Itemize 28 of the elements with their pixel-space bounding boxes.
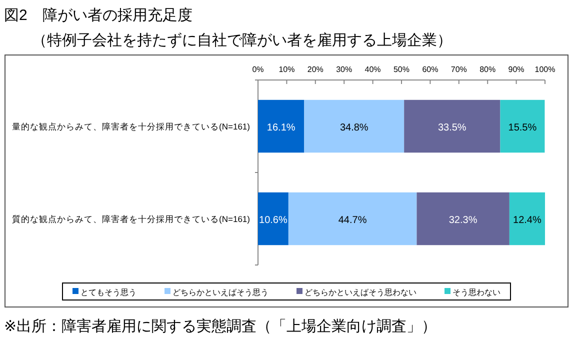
subtitle: （特例子会社を持たずに自社で障がい者を雇用する上場企業） (32, 32, 452, 49)
data-label: 15.5% (508, 122, 537, 134)
legend-label: どちらかといえばそう思う (172, 288, 268, 297)
data-label: 34.8% (340, 122, 368, 134)
x-tick-label: 40% (364, 65, 381, 74)
data-label: 10.6% (259, 214, 288, 226)
annotation: ※出所：障害者雇用に関する実態調査（「上場企業向け調査」） (4, 318, 437, 335)
y-tick-label: 質的な観点からみて、障害者を十分採用できている(N=161) (12, 214, 250, 224)
data-label: 32.3% (448, 214, 478, 226)
x-tick-label: 80% (480, 65, 496, 74)
x-tick-label: 100% (534, 65, 556, 74)
legend-label: そう思わない (452, 288, 500, 297)
x-tick-label: 70% (450, 65, 467, 74)
data-label: 12.4% (513, 214, 542, 226)
y-tick-label: 量的な観点からみて、障害者を十分採用できている(N=161) (12, 121, 250, 132)
title: 図2 障がい者の採用充足度 (4, 7, 192, 24)
x-tick-label: 90% (508, 65, 524, 74)
data-label: 44.7% (338, 214, 367, 226)
x-tick-label: 10% (278, 65, 295, 74)
data-label: 16.1% (266, 122, 296, 134)
legend-label: とてもそう思う (80, 288, 136, 297)
x-tick-label: 60% (422, 65, 438, 74)
x-tick-label: 30% (336, 65, 352, 74)
x-tick-label: 0% (252, 65, 264, 74)
data-label: 33.5% (438, 122, 466, 134)
x-tick-label: 50% (393, 65, 410, 74)
x-tick-label: 20% (307, 65, 324, 74)
legend-label: どちらかといえばそう思わない (304, 288, 416, 297)
